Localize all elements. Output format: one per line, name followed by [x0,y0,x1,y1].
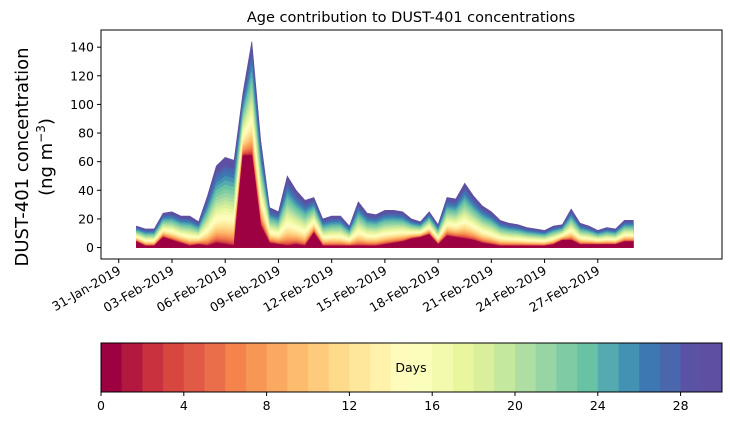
y-tick-label: 100 [70,97,94,112]
area-layer-day-0 [136,155,634,248]
y-axis-label-close: ) [36,118,57,125]
colorbar-label: Days [395,360,426,375]
y-tick-label: 60 [78,154,94,169]
colorbar-tick-label: 20 [507,398,523,413]
colorbar-swatch-day-25 [618,343,640,392]
y-tick-label: 120 [70,68,94,83]
colorbar-tick-label: 24 [590,398,606,413]
colorbar-swatch-day-18 [473,343,495,392]
y-axis-label-line1: DUST-401 concentration [12,47,33,266]
colorbar-swatch-day-13 [370,343,392,392]
colorbar-swatch-day-5 [204,343,226,392]
colorbar-swatch-day-7 [245,343,267,392]
colorbar-swatch-day-26 [639,343,661,392]
colorbar-tick-label: 12 [341,398,357,413]
y-tick-label: 0 [86,240,94,255]
y-axis-label-line2: (ng m−3) [34,118,57,196]
colorbar-swatch-day-12 [349,343,371,392]
y-axis-label-unit: (ng m [36,143,57,196]
colorbar-tick-label: 8 [263,398,271,413]
colorbar-swatch-day-10 [308,343,330,392]
y-tick-label: 40 [78,183,94,198]
y-axis-label: DUST-401 concentration (ng m−3) [12,47,57,266]
colorbar-swatch-day-6 [225,343,247,392]
colorbar-swatch-day-20 [515,343,537,392]
colorbar-swatch-day-2 [142,343,164,392]
colorbar-swatch-day-22 [556,343,578,392]
stacked-area-series [136,41,634,248]
colorbar-tick-label: 0 [97,398,105,413]
colorbar-swatch-day-9 [287,343,309,392]
colorbar-ticks: 0 4 8 12 16 20 24 28 [97,392,689,413]
colorbar-swatch-day-21 [535,343,557,392]
y-tick-label: 140 [70,40,94,55]
colorbar-swatch-day-24 [597,343,619,392]
colorbar-swatch-day-11 [328,343,350,392]
colorbar-swatch-day-17 [452,343,474,392]
chart-title: Age contribution to DUST-401 concentrati… [247,10,575,26]
colorbar-swatch-day-23 [577,343,599,392]
colorbar-swatch-day-14 [390,343,412,392]
y-axis-label-exponent: −3 [34,125,48,143]
colorbar-swatch-day-29 [701,343,723,392]
colorbar-swatch-day-1 [121,343,143,392]
colorbar [101,343,723,392]
colorbar-tick-label: 28 [673,398,689,413]
y-tick-label: 20 [78,211,94,226]
y-axis-ticks: 0 20 40 60 80 100 120 140 [70,40,101,255]
colorbar-swatch-day-27 [659,343,681,392]
colorbar-swatch-day-0 [101,343,123,392]
colorbar-swatch-day-15 [411,343,433,392]
colorbar-swatch-day-4 [183,343,205,392]
y-tick-label: 80 [78,126,94,141]
colorbar-swatch-day-16 [432,343,454,392]
colorbar-swatch-day-3 [163,343,185,392]
x-axis-ticks: 31-Jan-201903-Feb-201906-Feb-201909-Feb-… [49,259,602,315]
colorbar-swatch-day-19 [494,343,516,392]
colorbar-tick-label: 16 [424,398,440,413]
colorbar-frame [100,342,723,393]
plot-frame [100,29,723,260]
colorbar-swatch-day-8 [266,343,288,392]
colorbar-swatch-day-28 [680,343,702,392]
colorbar-tick-label: 4 [180,398,188,413]
